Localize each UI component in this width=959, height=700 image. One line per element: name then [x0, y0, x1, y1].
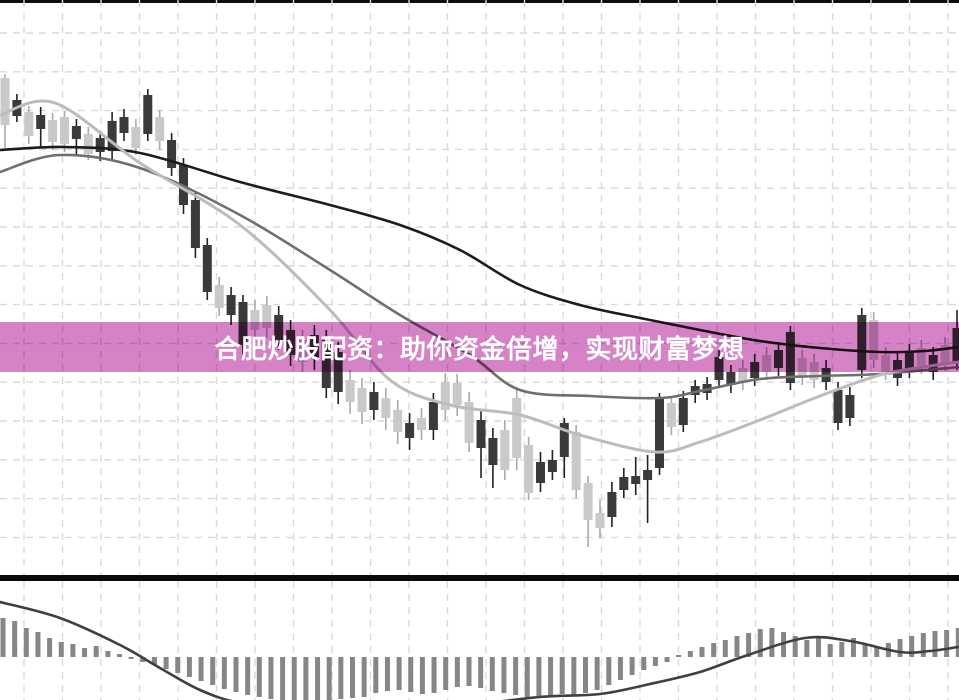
macd-histogram-panel	[0, 581, 959, 700]
top-border	[0, 0, 959, 3]
panel-divider	[0, 575, 959, 581]
promo-banner[interactable]	[0, 322, 959, 372]
price-candlestick-chart	[0, 0, 959, 580]
